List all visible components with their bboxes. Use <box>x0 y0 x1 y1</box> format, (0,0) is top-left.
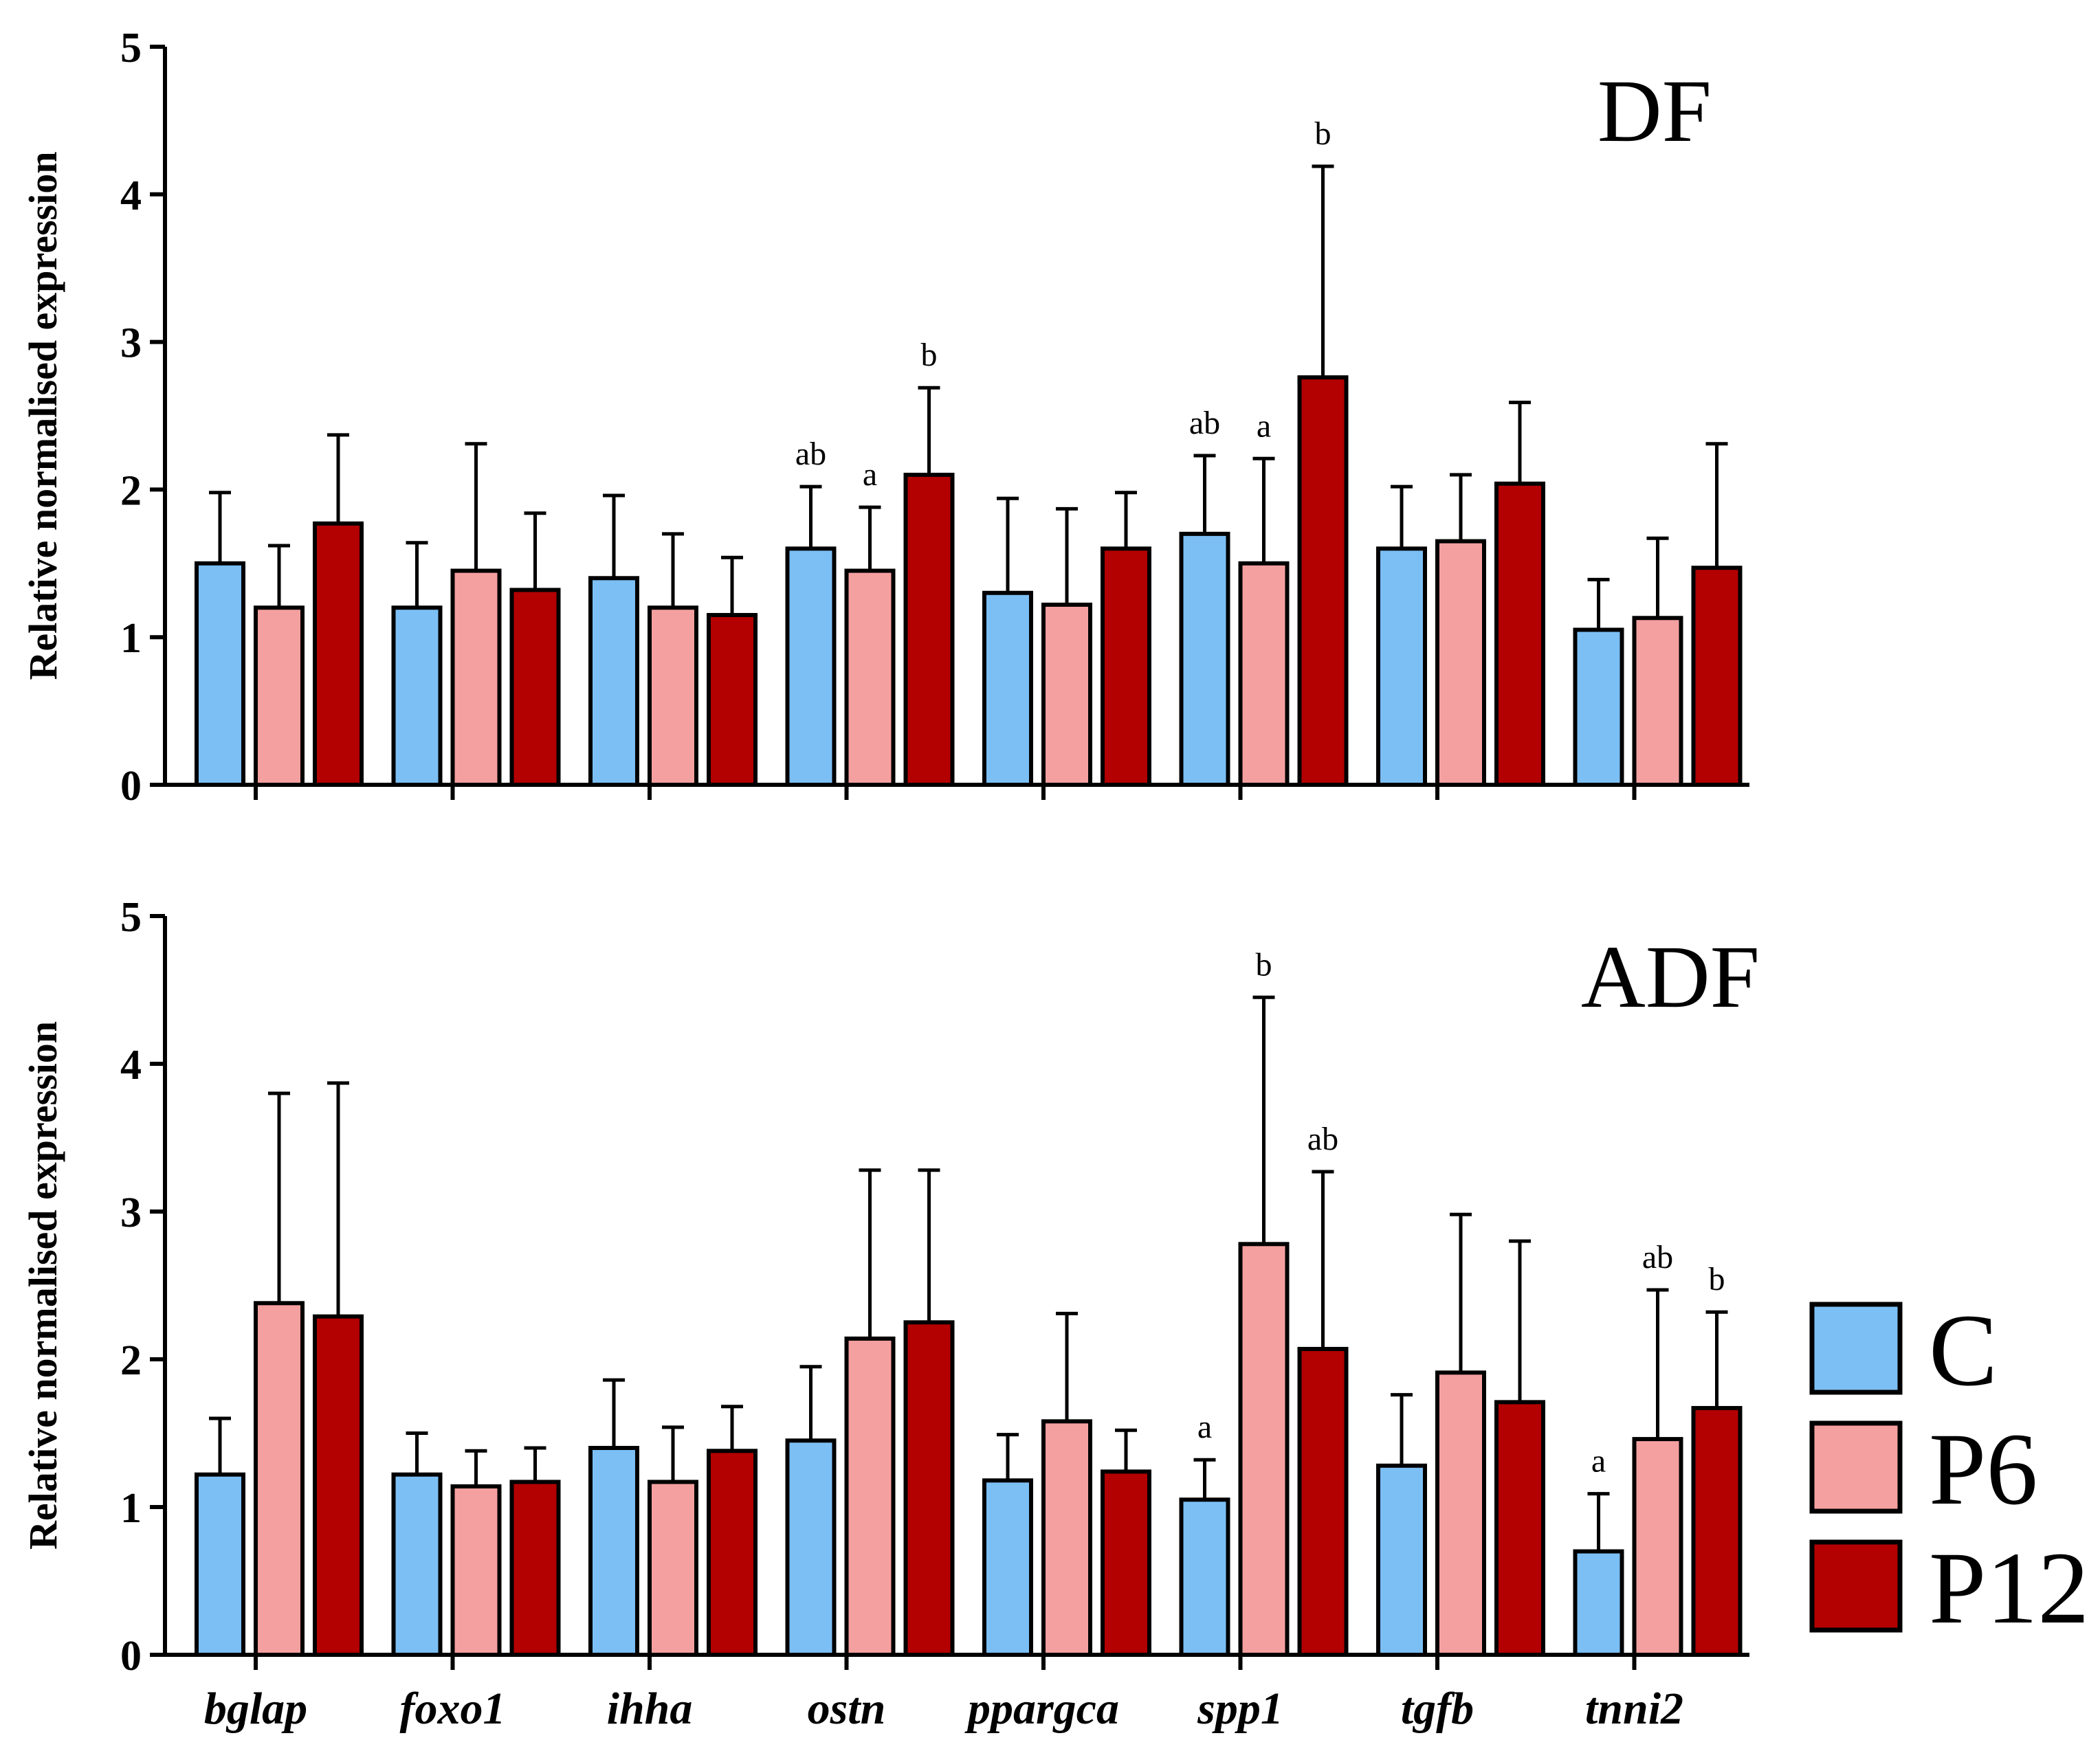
y-tick-label: 2 <box>120 1337 142 1384</box>
bar-tgfb-p12 <box>1494 481 1545 787</box>
y-tick-label: 5 <box>120 894 142 941</box>
x-tick-label-tgfb: tgfb <box>1401 1684 1474 1734</box>
bar-bglap-c <box>195 1472 245 1657</box>
bar-ihha-p6 <box>648 1480 698 1657</box>
bar-foxo1-c <box>391 605 443 787</box>
legend-swatch-c <box>1809 1302 1903 1395</box>
bar-tgfb-p6 <box>1435 1370 1486 1657</box>
bar-tnni2-c <box>1573 627 1624 788</box>
significance-label: ab <box>1642 1239 1673 1275</box>
bar-tnni2-p12 <box>1691 566 1743 788</box>
x-tick-label-spp1: spp1 <box>1197 1684 1283 1734</box>
bar-ihha-c <box>588 1446 639 1657</box>
y-tick-label: 3 <box>120 320 142 367</box>
bar-ostn-p12 <box>903 472 955 787</box>
significance-label: b <box>1256 946 1272 983</box>
bar-ppargca-c <box>982 1478 1033 1658</box>
bar-foxo1-p6 <box>450 568 502 787</box>
panel-label: DF <box>1598 62 1712 161</box>
bar-foxo1-p12 <box>509 588 561 787</box>
significance-label: a <box>1197 1409 1212 1445</box>
bar-ihha-p12 <box>707 1449 758 1658</box>
y-tick-label: 3 <box>120 1190 142 1236</box>
bar-spp1-p12 <box>1297 1346 1349 1657</box>
bar-tgfb-p12 <box>1494 1400 1545 1657</box>
bar-ostn-p6 <box>844 1336 896 1658</box>
y-axis-title: Relative normalised expression <box>21 152 65 680</box>
bar-tnni2-p6 <box>1632 616 1683 787</box>
y-tick-label: 4 <box>120 172 142 219</box>
bar-bglap-p6 <box>254 605 305 787</box>
bar-ppargca-c <box>982 590 1033 787</box>
bar-tgfb-c <box>1376 546 1427 787</box>
bar-ppargca-p6 <box>1041 1419 1092 1658</box>
bar-ostn-c <box>785 1438 837 1657</box>
bar-ppargca-p12 <box>1101 546 1151 787</box>
legend-label-p6: P6 <box>1929 1412 2037 1526</box>
y-tick-label: 5 <box>120 25 142 71</box>
bar-bglap-p6 <box>254 1301 305 1658</box>
legend-swatch-p6 <box>1809 1420 1903 1514</box>
bar-ihha-p6 <box>648 605 698 787</box>
significance-label: ab <box>795 436 826 472</box>
significance-label: b <box>1315 115 1331 152</box>
bar-spp1-p12 <box>1297 375 1349 787</box>
legend-label-c: C <box>1929 1293 1998 1407</box>
significance-label: ab <box>1189 405 1220 441</box>
y-tick-label: 4 <box>120 1042 142 1089</box>
legend-label-p12: P12 <box>1929 1531 2089 1645</box>
bar-ostn-p6 <box>844 568 896 787</box>
y-tick-label: 2 <box>120 467 142 514</box>
bar-foxo1-p12 <box>509 1480 561 1657</box>
x-tick-label-ppargca: ppargca <box>964 1684 1119 1734</box>
bar-foxo1-c <box>391 1472 443 1657</box>
panel-adf: 0 1 2 3 4 5 Relative normalised expression ADF b… <box>21 894 1760 1734</box>
panel-label: ADF <box>1581 928 1760 1027</box>
bar-ihha-p12 <box>707 612 758 787</box>
bar-bglap-p12 <box>313 1314 364 1658</box>
x-tick-label-foxo1: foxo1 <box>400 1684 506 1734</box>
bar-tnni2-c <box>1573 1549 1624 1657</box>
bar-ihha-c <box>588 576 639 788</box>
bar-ostn-p12 <box>903 1320 955 1657</box>
y-tick-label: 0 <box>120 763 142 810</box>
bar-tgfb-p6 <box>1435 539 1486 788</box>
bar-spp1-c <box>1179 531 1230 788</box>
bar-bglap-c <box>195 561 245 787</box>
significance-label: a <box>1591 1443 1606 1480</box>
bar-bglap-p12 <box>313 521 364 788</box>
y-tick-label: 0 <box>120 1633 142 1680</box>
x-tick-label-tnni2: tnni2 <box>1585 1684 1683 1734</box>
x-tick-label-bglap: bglap <box>204 1684 307 1734</box>
bar-ppargca-p6 <box>1041 602 1092 787</box>
legend-swatch-p12 <box>1809 1539 1903 1633</box>
bar-foxo1-p6 <box>450 1484 502 1657</box>
bar-tnni2-p12 <box>1691 1405 1743 1657</box>
x-tick-label-ostn: ostn <box>808 1684 886 1734</box>
significance-label: a <box>863 456 877 493</box>
bar-spp1-p6 <box>1238 561 1290 787</box>
bar-tnni2-p6 <box>1632 1437 1683 1658</box>
bar-spp1-p6 <box>1238 1242 1290 1658</box>
bar-ppargca-p12 <box>1101 1469 1151 1657</box>
x-tick-label-ihha: ihha <box>607 1684 693 1734</box>
bar-ostn-c <box>785 546 837 787</box>
bar-spp1-c <box>1179 1497 1230 1657</box>
y-axis-title: Relative normalised expression <box>21 1021 65 1550</box>
significance-label: ab <box>1307 1121 1338 1157</box>
bar-tgfb-c <box>1376 1463 1427 1658</box>
significance-label: b <box>1709 1261 1725 1297</box>
y-tick-label: 1 <box>120 1485 142 1532</box>
significance-label: a <box>1257 408 1271 444</box>
y-tick-label: 1 <box>120 615 142 662</box>
significance-label: b <box>921 337 938 373</box>
